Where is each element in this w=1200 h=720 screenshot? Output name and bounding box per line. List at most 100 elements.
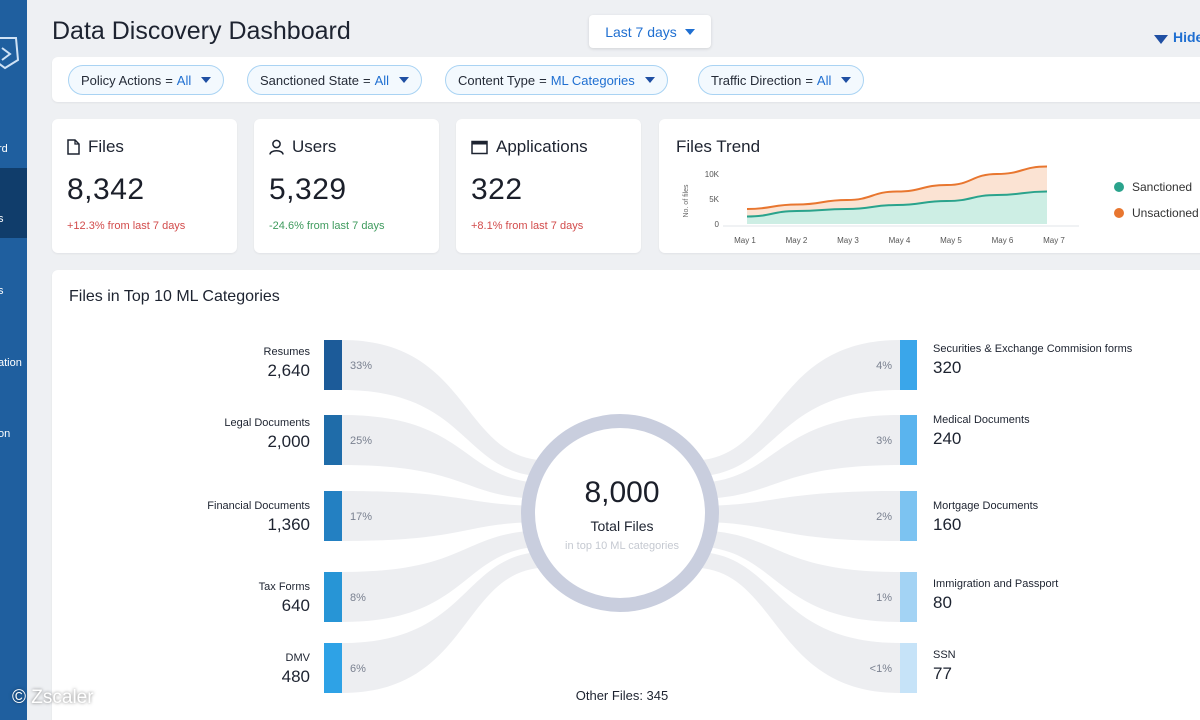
filter-policy-actions[interactable]: Policy Actions = All bbox=[68, 65, 225, 95]
flow-band bbox=[342, 491, 548, 541]
nav-item-active[interactable] bbox=[0, 168, 27, 238]
flow-band bbox=[342, 415, 548, 500]
category-percent: 4% bbox=[876, 360, 892, 372]
x-tick-label: May 6 bbox=[992, 236, 1014, 245]
ml-left-item[interactable]: Tax Forms 640 bbox=[130, 581, 310, 616]
chevron-down-icon bbox=[201, 77, 212, 83]
category-percent: 6% bbox=[350, 663, 366, 675]
category-name: Legal Documents bbox=[224, 417, 310, 429]
users-stat-header: Users bbox=[269, 137, 336, 157]
legend-swatch-unsanctioned bbox=[1114, 208, 1124, 218]
flow-band bbox=[692, 415, 900, 500]
flow-band bbox=[692, 340, 900, 477]
zscaler-watermark: © Zscaler bbox=[12, 687, 94, 708]
category-bar bbox=[900, 572, 917, 622]
filter-label: Sanctioned State bbox=[260, 72, 360, 88]
ml-left-item[interactable]: DMV 480 bbox=[130, 652, 310, 687]
legend-label-unsanctioned: Unsactioned bbox=[1132, 206, 1199, 220]
category-name: Resumes bbox=[263, 346, 310, 358]
filter-equals: = bbox=[539, 72, 547, 88]
application-window-icon bbox=[471, 140, 488, 154]
filter-equals: = bbox=[805, 72, 813, 88]
unsanctioned-line bbox=[746, 165, 1048, 210]
ml-right-item[interactable]: Immigration and Passport 80 bbox=[933, 578, 1200, 613]
date-range-label: Last 7 days bbox=[605, 23, 677, 40]
hide-filters-button[interactable]: Hide bbox=[1154, 29, 1200, 45]
x-tick-label: May 3 bbox=[837, 236, 859, 245]
legend-label-sanctioned: Sanctioned bbox=[1132, 180, 1193, 194]
category-count: 77 bbox=[933, 664, 952, 683]
ml-right-item[interactable]: Securities & Exchange Commision forms 32… bbox=[933, 343, 1200, 378]
sanctioned-line bbox=[746, 190, 1048, 218]
ml-right-item[interactable]: SSN 77 bbox=[933, 649, 1200, 684]
nav-item-files[interactable]: s bbox=[0, 213, 4, 225]
nav-item-dashboard[interactable]: rd bbox=[0, 143, 8, 155]
category-count: 2,640 bbox=[267, 361, 310, 380]
users-stat-delta: -24.6% from last 7 days bbox=[269, 220, 385, 232]
category-percent: 8% bbox=[350, 592, 366, 604]
category-name: Mortgage Documents bbox=[933, 500, 1039, 512]
total-files-ring bbox=[521, 414, 719, 612]
users-stat-card: Users 5,329 -24.6% from last 7 days bbox=[254, 119, 439, 253]
category-percent: 3% bbox=[876, 435, 892, 447]
flow-band bbox=[342, 530, 548, 622]
x-tick-label: May 7 bbox=[1043, 236, 1065, 245]
ml-right-item[interactable]: Medical Documents 240 bbox=[933, 414, 1200, 449]
category-percent: 25% bbox=[350, 435, 373, 447]
category-bar bbox=[324, 340, 342, 390]
category-count: 1,360 bbox=[267, 515, 310, 534]
filter-equals: = bbox=[363, 72, 371, 88]
x-tick-label: May 5 bbox=[940, 236, 962, 245]
legend-sanctioned[interactable]: Sanctioned bbox=[1114, 180, 1192, 194]
nav-item-3[interactable]: s bbox=[0, 285, 4, 297]
category-name: SSN bbox=[933, 649, 956, 661]
chevron-down-icon bbox=[399, 77, 410, 83]
category-count: 480 bbox=[281, 667, 310, 686]
legend-unsanctioned[interactable]: Unsactioned bbox=[1114, 206, 1199, 220]
side-nav: rd s s ation on bbox=[0, 0, 27, 720]
y-tick-label: 10K bbox=[705, 170, 720, 179]
ml-categories-card: Files in Top 10 ML Categories Resumes 2,… bbox=[52, 270, 1200, 720]
category-count: 240 bbox=[933, 429, 962, 448]
filter-value: All bbox=[816, 72, 832, 88]
category-bar bbox=[900, 491, 917, 541]
category-count: 160 bbox=[933, 515, 962, 534]
y-tick-label: 5K bbox=[709, 195, 719, 204]
category-bar bbox=[324, 415, 342, 465]
flow-band bbox=[692, 491, 900, 541]
ml-categories-flow-chart bbox=[324, 340, 917, 693]
filter-value: ML Categories bbox=[550, 72, 635, 88]
filter-traffic-direction[interactable]: Traffic Direction = All bbox=[698, 65, 865, 95]
files-trend-title: Files Trend bbox=[676, 137, 761, 156]
nav-item-5[interactable]: on bbox=[0, 428, 11, 440]
files-trend-card: Files Trend No. of files 10K 5K 0 May 1 May 2… bbox=[659, 119, 1200, 253]
users-stat-value: 5,329 bbox=[269, 173, 347, 206]
applications-stat-value: 322 bbox=[471, 173, 523, 206]
nav-item-4[interactable]: ation bbox=[0, 357, 22, 369]
category-bar bbox=[900, 643, 917, 693]
sanctioned-area bbox=[747, 191, 1047, 224]
total-files-label: Total Files bbox=[590, 518, 654, 534]
total-files-summary: 8,000 Total Files in top 10 ML categorie… bbox=[522, 476, 722, 576]
files-trend-chart: No. of files 10K 5K 0 May 1 May 2 May 3 May 4 Ma… bbox=[683, 165, 1079, 245]
category-count: 640 bbox=[281, 596, 310, 615]
shield-logo-icon bbox=[0, 37, 20, 70]
total-files-subtitle: in top 10 ML categories bbox=[565, 540, 679, 552]
y-tick-label: 0 bbox=[715, 220, 720, 229]
files-stat-header: Files bbox=[67, 137, 124, 157]
ml-right-item[interactable]: Mortgage Documents 160 bbox=[933, 500, 1200, 535]
hide-filters-label: Hide bbox=[1173, 29, 1200, 45]
files-stat-card: Files 8,342 +12.3% from last 7 days bbox=[52, 119, 237, 253]
ml-left-item[interactable]: Resumes 2,640 bbox=[130, 346, 310, 381]
ml-left-item[interactable]: Legal Documents 2,000 bbox=[130, 417, 310, 452]
chevron-down-icon bbox=[841, 77, 852, 83]
filter-equals: = bbox=[165, 72, 173, 88]
date-range-dropdown[interactable]: Last 7 days bbox=[589, 15, 711, 48]
category-name: Immigration and Passport bbox=[933, 578, 1059, 590]
filter-content-type[interactable]: Content Type = ML Categories bbox=[445, 65, 668, 95]
user-icon bbox=[269, 139, 284, 155]
filter-label: Content Type bbox=[458, 72, 536, 88]
filter-sanctioned-state[interactable]: Sanctioned State = All bbox=[247, 65, 423, 95]
x-tick-label: May 4 bbox=[889, 236, 911, 245]
ml-left-item[interactable]: Financial Documents 1,360 bbox=[130, 500, 310, 535]
